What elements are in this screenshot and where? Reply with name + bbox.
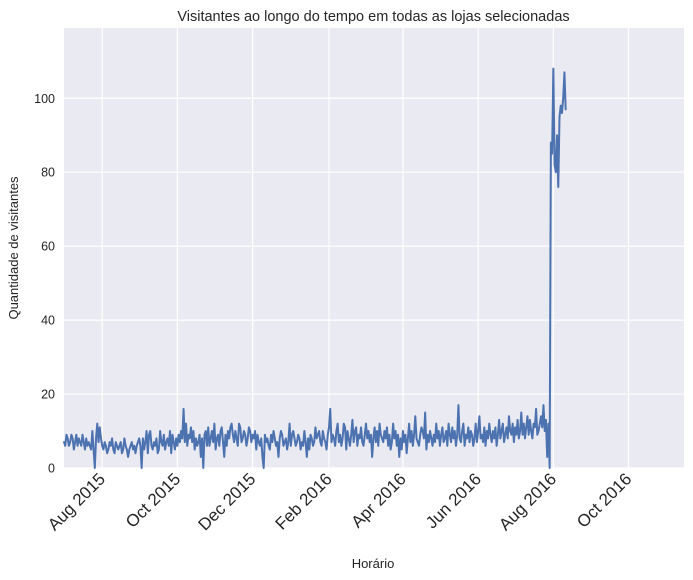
- y-tick-label: 40: [41, 314, 55, 328]
- x-tick-label: Oct 2016: [573, 469, 635, 531]
- y-tick-label: 20: [41, 388, 55, 402]
- x-tick-label: Oct 2015: [122, 469, 184, 531]
- x-tick-label: Dec 2015: [195, 469, 260, 534]
- plot-area: [64, 28, 684, 468]
- y-gridlines: [64, 97, 684, 469]
- x-tick-label: Aug 2016: [495, 469, 560, 534]
- x-tick-label: Feb 2016: [272, 469, 336, 533]
- x-tick-label: Aug 2015: [44, 469, 109, 534]
- x-tick-label: Apr 2016: [348, 469, 410, 531]
- visitors-series-line: [63, 67, 567, 469]
- x-tick-labels: Aug 2015 Oct 2015 Dec 2015 Feb 2016 Apr 2016…: [44, 469, 635, 534]
- y-tick-label: 100: [34, 92, 55, 106]
- x-axis-label: Horário: [352, 556, 395, 571]
- chart-title: Visitantes ao longo do tempo em todas as…: [177, 9, 569, 25]
- y-axis-label: Quantidade de visitantes: [6, 176, 21, 320]
- y-tick-labels: 0 20 40 60 80 100: [34, 92, 55, 476]
- y-tick-label: 60: [41, 240, 55, 254]
- series-group: [63, 67, 567, 469]
- y-tick-label: 80: [41, 166, 55, 180]
- y-tick-label: 0: [48, 462, 55, 476]
- x-tick-label: Jun 2016: [422, 469, 485, 532]
